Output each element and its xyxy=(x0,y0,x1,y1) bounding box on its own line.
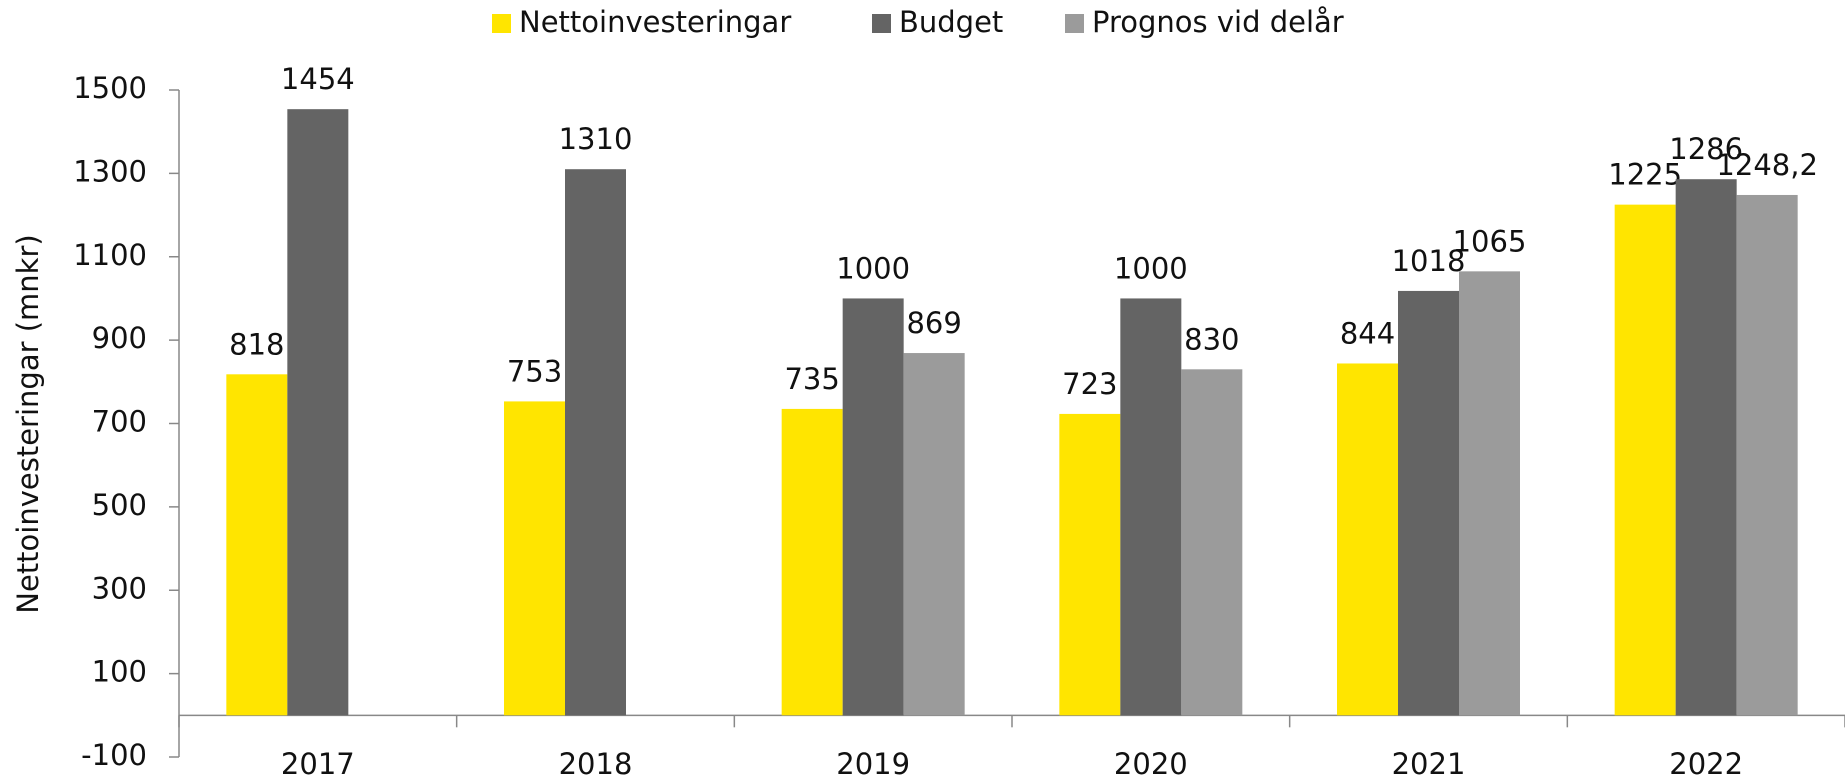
legend-label: Nettoinvesteringar xyxy=(519,5,791,39)
value-label: 1310 xyxy=(559,122,633,156)
legend-swatch xyxy=(872,14,891,33)
legend-swatch xyxy=(492,14,511,33)
legend-label: Prognos vid delår xyxy=(1092,5,1344,39)
value-label: 1065 xyxy=(1453,224,1527,258)
bar xyxy=(1459,271,1520,716)
value-label: 869 xyxy=(906,306,961,340)
y-axis-label: Nettoinvesteringar (mnkr) xyxy=(11,234,45,613)
x-tick-label: 2020 xyxy=(1114,747,1188,781)
bar xyxy=(226,374,288,716)
bar xyxy=(1614,204,1676,716)
bar xyxy=(903,353,965,716)
bar xyxy=(565,169,626,716)
y-tick-label: 300 xyxy=(92,571,147,605)
bar xyxy=(1675,179,1737,716)
bar xyxy=(504,401,565,716)
y-tick-label: 100 xyxy=(92,655,147,689)
value-label: 753 xyxy=(507,354,562,388)
y-tick-label: 1100 xyxy=(73,238,147,272)
bar xyxy=(1736,194,1798,716)
x-tick-label: 2019 xyxy=(836,747,910,781)
y-tick-label: 900 xyxy=(92,321,147,355)
y-tick-label: 500 xyxy=(92,488,147,522)
value-label: 1018 xyxy=(1392,244,1466,278)
value-label: 735 xyxy=(784,362,839,396)
x-tick-label: 2021 xyxy=(1392,747,1466,781)
value-label: 1286 xyxy=(1669,132,1743,166)
value-label: 1000 xyxy=(836,251,910,285)
value-label: 723 xyxy=(1062,367,1117,401)
bar xyxy=(781,408,843,716)
y-tick-label: 1500 xyxy=(73,71,147,105)
bar xyxy=(1181,369,1243,716)
bar xyxy=(1120,298,1182,716)
bar xyxy=(287,109,349,716)
legend-swatch xyxy=(1065,14,1084,33)
y-tick-label: 700 xyxy=(92,405,147,439)
x-tick-label: 2017 xyxy=(281,747,355,781)
value-label: 818 xyxy=(229,327,284,361)
legend-label: Budget xyxy=(899,5,1003,39)
value-label: 1000 xyxy=(1114,251,1188,285)
value-label: 1454 xyxy=(281,62,355,96)
value-label: 1248,2 xyxy=(1716,148,1817,182)
y-tick-label: -100 xyxy=(81,738,147,772)
value-label: 844 xyxy=(1340,316,1395,350)
bar xyxy=(842,298,904,716)
x-tick-label: 2018 xyxy=(559,747,633,781)
value-label: 830 xyxy=(1184,322,1239,356)
bar xyxy=(1337,363,1398,716)
x-tick-label: 2022 xyxy=(1669,747,1743,781)
value-label: 1225 xyxy=(1608,158,1682,192)
y-tick-label: 1300 xyxy=(73,154,147,188)
bar xyxy=(1059,413,1121,716)
bar xyxy=(1398,290,1459,716)
